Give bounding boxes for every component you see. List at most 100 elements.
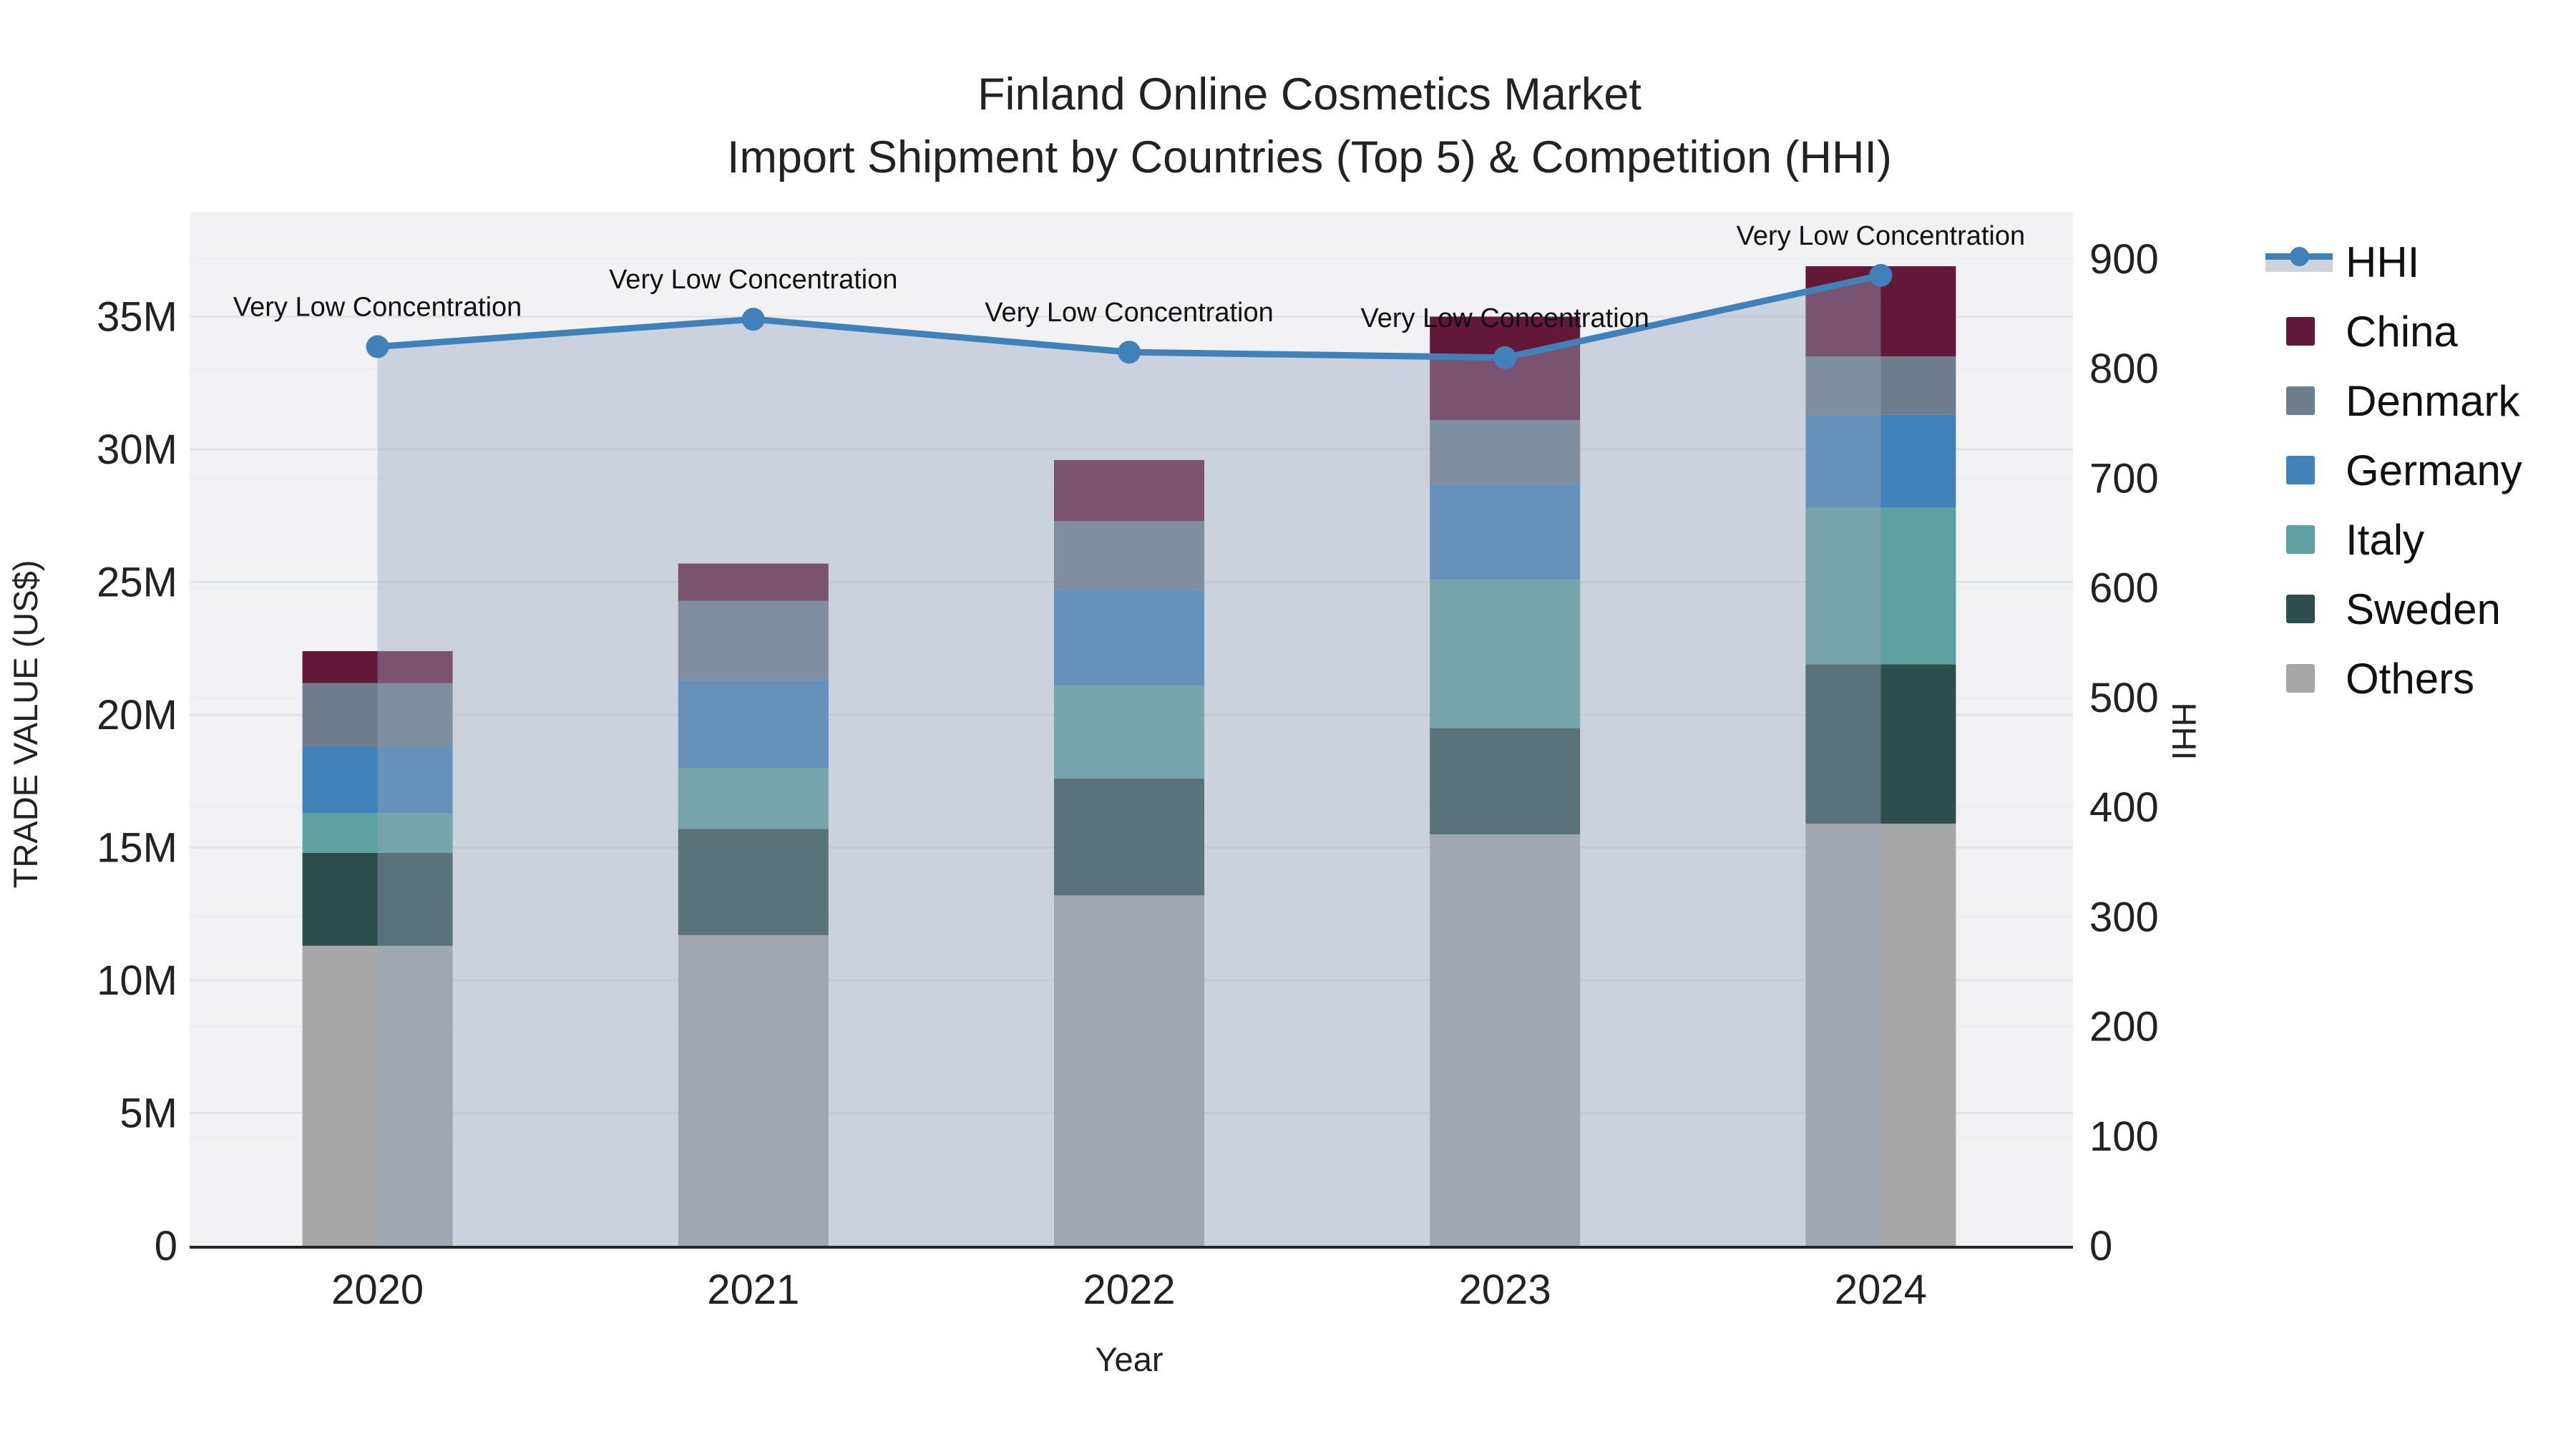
hhi-marker-2022[interactable] [1118, 341, 1141, 364]
bar-segment-denmark-2020[interactable] [302, 683, 453, 747]
hhi-marker-2021[interactable] [741, 308, 765, 331]
x-axis-title: Year [1095, 1340, 1163, 1378]
y-right-tick-600: 600 [2089, 565, 2159, 612]
legend-label-hhi: HHI [2346, 238, 2420, 286]
chart-title-line1: Finland Online Cosmetics Market [977, 69, 1641, 119]
hhi-line-swatch-icon [2254, 228, 2346, 297]
y-left-tick-15M: 15M [97, 825, 177, 872]
y-right-tick-300: 300 [2089, 894, 2159, 940]
bar-segment-italy-2024[interactable] [1805, 507, 1956, 665]
legend-color-square [2286, 456, 2315, 484]
color-swatch-icon [2254, 366, 2346, 436]
bar-segment-china-2020[interactable] [302, 650, 453, 683]
legend-item-denmark[interactable]: Denmark [2254, 366, 2522, 436]
bar-segment-others-2023[interactable] [1430, 834, 1581, 1246]
y-left-tick-35M: 35M [97, 294, 177, 341]
bar-segment-germany-2020[interactable] [302, 746, 453, 814]
bar-segment-germany-2021[interactable] [678, 680, 829, 769]
legend: HHI China Denmark Germany Italy Sweden Others [2254, 228, 2522, 713]
bar-segment-china-2021[interactable] [678, 563, 829, 601]
bar-segment-china-2022[interactable] [1054, 459, 1204, 522]
legend-item-hhi[interactable]: HHI [2254, 228, 2522, 297]
annotation-2022: Very Low Concentration [985, 298, 1273, 328]
y-right-tick-700: 700 [2089, 455, 2159, 502]
chart-title: Finland Online Cosmetics Market Import Sh… [43, 63, 2576, 189]
bar-segment-others-2021[interactable] [678, 935, 829, 1246]
annotation-2024: Very Low Concentration [1737, 221, 2025, 251]
color-swatch-icon [2254, 297, 2346, 366]
color-swatch-icon [2254, 505, 2346, 575]
x-tick-2023: 2023 [1459, 1267, 1551, 1313]
bar-segment-others-2024[interactable] [1805, 824, 1956, 1246]
legend-label-sweden: Sweden [2346, 585, 2501, 633]
legend-item-germany[interactable]: Germany [2254, 436, 2522, 505]
legend-item-italy[interactable]: Italy [2254, 505, 2522, 575]
legend-label-italy: Italy [2346, 516, 2425, 564]
legend-item-others[interactable]: Others [2254, 644, 2522, 713]
y-right-tick-200: 200 [2089, 1004, 2159, 1050]
legend-color-square [2286, 525, 2315, 554]
color-swatch-icon [2254, 644, 2346, 713]
legend-color-square [2286, 386, 2315, 415]
x-tick-2024: 2024 [1835, 1267, 1927, 1313]
bar-segment-italy-2020[interactable] [302, 813, 453, 853]
bar-segment-sweden-2020[interactable] [302, 852, 453, 946]
hhi-marker-2020[interactable] [366, 335, 389, 358]
legend-color-square [2286, 595, 2315, 623]
y-right-tick-500: 500 [2089, 675, 2159, 721]
hhi-swatch-part [2290, 247, 2309, 266]
bar-segment-sweden-2023[interactable] [1430, 728, 1581, 834]
x-tick-2020: 2020 [331, 1267, 424, 1313]
y-left-tick-5M: 5M [119, 1091, 177, 1137]
bar-segment-germany-2024[interactable] [1805, 414, 1956, 508]
annotation-2023: Very Low Concentration [1360, 303, 1649, 333]
hhi-marker-2023[interactable] [1493, 346, 1517, 369]
bar-segment-germany-2022[interactable] [1054, 590, 1204, 686]
bar-segment-italy-2023[interactable] [1430, 579, 1581, 728]
legend-label-china: China [2346, 308, 2458, 356]
legend-color-square [2286, 664, 2315, 693]
bar-segment-italy-2021[interactable] [678, 768, 829, 829]
hhi-area-fill [377, 275, 1881, 1246]
legend-label-germany: Germany [2346, 447, 2522, 494]
x-tick-2021: 2021 [707, 1267, 799, 1313]
hhi-marker-2024[interactable] [1869, 263, 1893, 287]
y-left-tick-10M: 10M [97, 957, 177, 1004]
y-left-tick-25M: 25M [97, 560, 177, 606]
bar-segment-sweden-2021[interactable] [678, 829, 829, 935]
chart-title-line2: Import Shipment by Countries (Top 5) & C… [726, 132, 1893, 182]
x-tick-2022: 2022 [1083, 1267, 1175, 1313]
x-axis-line [190, 1246, 2073, 1249]
bar-segment-others-2020[interactable] [302, 945, 453, 1246]
y-right-tick-900: 900 [2089, 236, 2159, 283]
bar-segment-denmark-2024[interactable] [1805, 356, 1956, 415]
y-axis-right-title: HHI [2165, 702, 2203, 761]
bar-segment-others-2022[interactable] [1054, 895, 1204, 1246]
bar-segment-denmark-2021[interactable] [678, 600, 829, 680]
y-left-tick-30M: 30M [97, 426, 177, 473]
legend-label-denmark: Denmark [2346, 377, 2520, 425]
y-right-tick-400: 400 [2089, 784, 2159, 831]
y-right-tick-0: 0 [2089, 1223, 2112, 1269]
bar-segment-denmark-2022[interactable] [1054, 521, 1204, 590]
legend-item-china[interactable]: China [2254, 297, 2522, 366]
bar-segment-germany-2023[interactable] [1430, 484, 1581, 580]
y-left-tick-0: 0 [155, 1223, 177, 1269]
bar-segment-italy-2022[interactable] [1054, 686, 1204, 779]
legend-item-sweden[interactable]: Sweden [2254, 575, 2522, 644]
y-axis-left-title: TRADE VALUE (US$) [6, 560, 44, 889]
bar-segment-denmark-2023[interactable] [1430, 420, 1581, 484]
y-left-tick-20M: 20M [97, 692, 177, 738]
color-swatch-icon [2254, 436, 2346, 505]
legend-color-square [2286, 317, 2315, 346]
y-right-tick-100: 100 [2089, 1113, 2159, 1160]
annotation-2020: Very Low Concentration [233, 292, 522, 322]
color-swatch-icon [2254, 575, 2346, 644]
legend-label-others: Others [2346, 655, 2475, 703]
y-right-tick-800: 800 [2089, 346, 2159, 392]
bar-segment-sweden-2022[interactable] [1054, 779, 1204, 896]
bar-segment-sweden-2024[interactable] [1805, 664, 1956, 824]
annotation-2021: Very Low Concentration [609, 265, 897, 295]
